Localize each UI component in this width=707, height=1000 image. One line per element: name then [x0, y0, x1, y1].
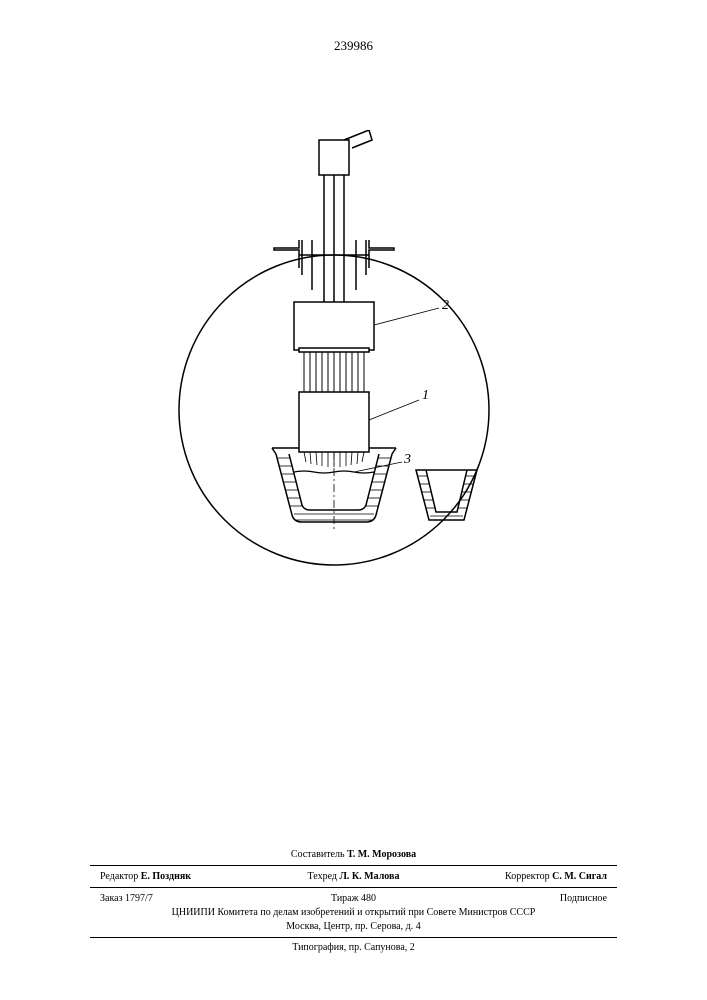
diagram-label-1: 1: [422, 388, 429, 404]
footer-block: Составитель Т. М. Морозова Редактор Е. П…: [90, 848, 617, 955]
institution-line: ЦНИИПИ Комитета по делам изобретений и о…: [90, 906, 617, 920]
technical-diagram: 1 2 3: [154, 130, 554, 630]
compiler-line: Составитель Т. М. Морозова: [90, 848, 617, 862]
address-line: Москва, Центр, пр. Серова, д. 4: [90, 920, 617, 934]
diagram-label-2: 2: [442, 298, 449, 314]
diagram-label-3: 3: [404, 452, 411, 468]
order-row: Заказ 1797/7 Тираж 480 Подписное: [90, 892, 617, 906]
typography-line: Типография, пр. Сапунова, 2: [90, 941, 617, 955]
page-number: 239986: [0, 38, 707, 54]
credits-row: Редактор Е. Поздняк Техред Л. К. Малова …: [90, 870, 617, 884]
